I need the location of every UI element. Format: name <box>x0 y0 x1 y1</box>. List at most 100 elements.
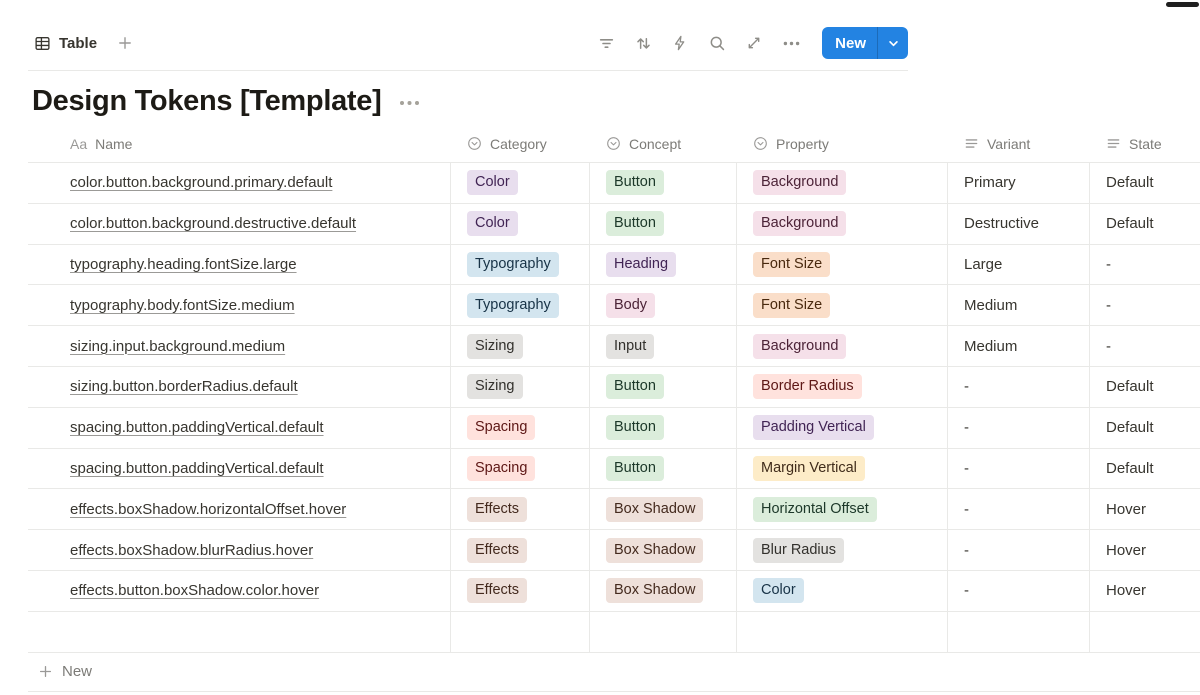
cell-state[interactable]: Hover <box>1090 489 1200 529</box>
empty-cell-concept[interactable] <box>590 611 737 652</box>
cell-state[interactable]: - <box>1090 326 1200 366</box>
cell-concept[interactable]: Box Shadow <box>590 570 737 611</box>
cell-category[interactable]: Color <box>451 203 590 244</box>
cell-name[interactable]: typography.body.fontSize.medium <box>28 285 451 326</box>
expand-button[interactable] <box>740 29 768 57</box>
sort-icon <box>635 35 652 52</box>
filter-button[interactable] <box>592 29 620 57</box>
filter-icon <box>598 35 615 52</box>
cell-name[interactable]: typography.heading.fontSize.large <box>28 244 451 285</box>
cell-property[interactable]: Font Size <box>737 285 948 326</box>
cell-state[interactable]: Hover <box>1090 530 1200 570</box>
cell-concept[interactable]: Button <box>590 163 737 203</box>
cell-category[interactable]: Typography <box>451 285 590 326</box>
cell-variant[interactable]: - <box>948 570 1090 611</box>
cell-variant[interactable]: - <box>948 489 1090 530</box>
cell-category[interactable]: Effects <box>451 489 590 530</box>
cell-state[interactable]: Default <box>1090 367 1200 407</box>
cell-variant[interactable]: - <box>948 448 1090 489</box>
cell-name[interactable]: effects.boxShadow.blurRadius.hover <box>28 530 451 570</box>
cell-concept[interactable]: Button <box>590 203 737 244</box>
automation-button[interactable] <box>666 29 694 57</box>
cell-state[interactable]: Default <box>1090 408 1200 448</box>
cell-concept[interactable]: Button <box>590 407 737 448</box>
column-header-concept[interactable]: Concept <box>590 125 737 162</box>
cell-state[interactable]: Default <box>1090 204 1200 244</box>
page-options-button[interactable] <box>399 100 420 106</box>
cell-category[interactable]: Sizing <box>451 326 590 366</box>
tab-table-view[interactable]: Table <box>30 32 101 55</box>
category-tag: Effects <box>467 496 528 522</box>
cell-name[interactable]: spacing.button.paddingVertical.default <box>28 407 451 448</box>
empty-cell-state[interactable] <box>1090 612 1200 652</box>
cell-category[interactable]: Color <box>451 163 590 203</box>
cell-property[interactable]: Background <box>737 326 948 366</box>
cell-variant[interactable]: Medium <box>948 285 1090 326</box>
cell-concept[interactable]: Box Shadow <box>590 530 737 570</box>
cell-variant[interactable]: Primary <box>948 163 1090 203</box>
empty-cell-name[interactable] <box>28 611 451 652</box>
cell-name[interactable]: sizing.input.background.medium <box>28 326 451 366</box>
text-property-icon <box>964 136 979 151</box>
add-view-button[interactable] <box>111 29 139 57</box>
empty-cell-category[interactable] <box>451 611 590 652</box>
cell-property[interactable]: Blur Radius <box>737 530 948 570</box>
cell-category[interactable]: Sizing <box>451 366 590 407</box>
empty-cell-variant[interactable] <box>948 611 1090 652</box>
cell-variant[interactable]: - <box>948 366 1090 407</box>
sort-button[interactable] <box>629 29 657 57</box>
cell-property[interactable]: Border Radius <box>737 366 948 407</box>
search-button[interactable] <box>703 29 731 57</box>
cell-concept[interactable]: Heading <box>590 244 737 285</box>
cell-state[interactable]: - <box>1090 245 1200 285</box>
cell-variant[interactable]: - <box>948 530 1090 570</box>
concept-tag: Input <box>606 333 655 359</box>
cell-state[interactable]: Default <box>1090 449 1200 489</box>
cell-category[interactable]: Effects <box>451 570 590 611</box>
column-header-state[interactable]: State <box>1090 125 1200 162</box>
cell-name[interactable]: effects.boxShadow.horizontalOffset.hover <box>28 489 451 530</box>
cell-state[interactable]: - <box>1090 285 1200 325</box>
cell-concept[interactable]: Box Shadow <box>590 489 737 530</box>
column-header-property[interactable]: Property <box>737 125 948 162</box>
cell-category[interactable]: Effects <box>451 530 590 570</box>
cell-variant[interactable]: Medium <box>948 326 1090 366</box>
cell-variant[interactable]: Destructive <box>948 203 1090 244</box>
toolbar-divider <box>28 70 908 71</box>
table-row: sizing.input.background.medium Sizing Inpu… <box>28 326 1200 367</box>
cell-state[interactable]: Hover <box>1090 571 1200 611</box>
cell-property[interactable]: Background <box>737 203 948 244</box>
cell-concept[interactable]: Body <box>590 285 737 326</box>
cell-property[interactable]: Color <box>737 570 948 611</box>
property-tag: Background <box>753 211 847 237</box>
add-row-button[interactable]: New <box>28 653 1200 692</box>
cell-name[interactable]: color.button.background.primary.default <box>28 163 451 203</box>
new-record-button[interactable]: New <box>835 34 866 52</box>
cell-name[interactable]: effects.button.boxShadow.color.hover <box>28 570 451 611</box>
cell-state[interactable]: Default <box>1090 163 1200 203</box>
column-header-variant[interactable]: Variant <box>948 125 1090 162</box>
cell-name[interactable]: color.button.background.destructive.defa… <box>28 203 451 244</box>
cell-name[interactable]: sizing.button.borderRadius.default <box>28 366 451 407</box>
empty-cell-property[interactable] <box>737 611 948 652</box>
new-record-dropdown-button[interactable] <box>878 27 908 59</box>
cell-category[interactable]: Typography <box>451 244 590 285</box>
cell-name[interactable]: spacing.button.paddingVertical.default <box>28 448 451 489</box>
cell-concept[interactable]: Button <box>590 366 737 407</box>
more-button[interactable] <box>777 29 805 57</box>
cell-property[interactable]: Padding Vertical <box>737 407 948 448</box>
column-header-name[interactable]: Aa Name <box>28 125 451 162</box>
cell-property[interactable]: Horizontal Offset <box>737 489 948 530</box>
cell-variant[interactable]: Large <box>948 244 1090 285</box>
cell-concept[interactable]: Button <box>590 448 737 489</box>
cell-concept[interactable]: Input <box>590 326 737 366</box>
cell-property[interactable]: Background <box>737 163 948 203</box>
tab-table-label: Table <box>59 34 98 52</box>
cell-property[interactable]: Margin Vertical <box>737 448 948 489</box>
cell-category[interactable]: Spacing <box>451 448 590 489</box>
cell-variant[interactable]: - <box>948 407 1090 448</box>
database-table: Aa Name Category Concept Property Variant Stat… <box>28 125 1200 692</box>
cell-category[interactable]: Spacing <box>451 407 590 448</box>
column-header-category[interactable]: Category <box>451 125 590 162</box>
cell-property[interactable]: Font Size <box>737 244 948 285</box>
